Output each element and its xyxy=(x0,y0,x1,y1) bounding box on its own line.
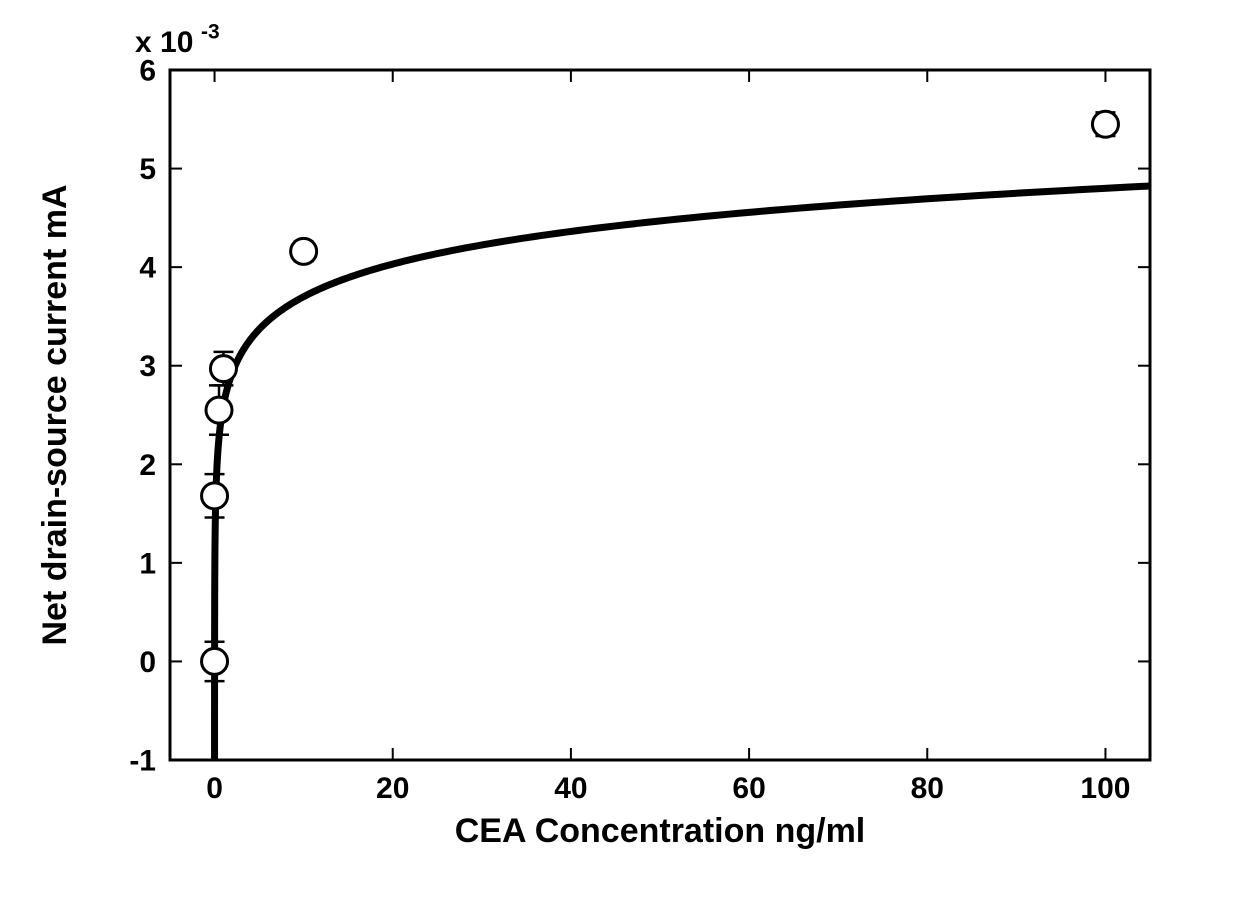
data-point xyxy=(1092,111,1118,137)
y-tick-label: 2 xyxy=(139,449,156,482)
chart-svg: 0 20 40 60 80 100 -1 0 1 2 3 4 5 6x 10 -3 CEA Concentra… xyxy=(0,0,1240,898)
x-tick-label: 80 xyxy=(911,772,944,805)
data-point xyxy=(210,356,236,382)
chart-container: 0 20 40 60 80 100 -1 0 1 2 3 4 5 6x 10 -3 CEA Concentra… xyxy=(0,0,1240,898)
data-point xyxy=(291,238,317,264)
y-tick-label: 1 xyxy=(139,547,156,580)
x-axis-label: CEA Concentration ng/ml xyxy=(455,812,866,850)
data-point xyxy=(202,648,228,674)
y-tick-label: -1 xyxy=(129,745,156,778)
y-tick-label: 3 xyxy=(139,350,156,383)
y-tick-label: 5 xyxy=(139,153,156,186)
x-tick-label: 40 xyxy=(554,772,587,805)
x-tick-label: 0 xyxy=(206,772,223,805)
svg-text:-3: -3 xyxy=(201,21,220,44)
x-tick-label: 100 xyxy=(1080,772,1130,805)
data-point xyxy=(202,483,228,509)
y-tick-label: 0 xyxy=(139,646,156,679)
y-axis-label: Net drain-source current mA xyxy=(36,185,74,646)
x-tick-label: 60 xyxy=(732,772,765,805)
y-tick-label: 6 xyxy=(139,55,156,88)
svg-text:x 10: x 10 xyxy=(135,26,193,59)
x-tick-label: 20 xyxy=(376,772,409,805)
y-tick-label: 4 xyxy=(139,252,156,285)
data-point xyxy=(206,397,232,423)
